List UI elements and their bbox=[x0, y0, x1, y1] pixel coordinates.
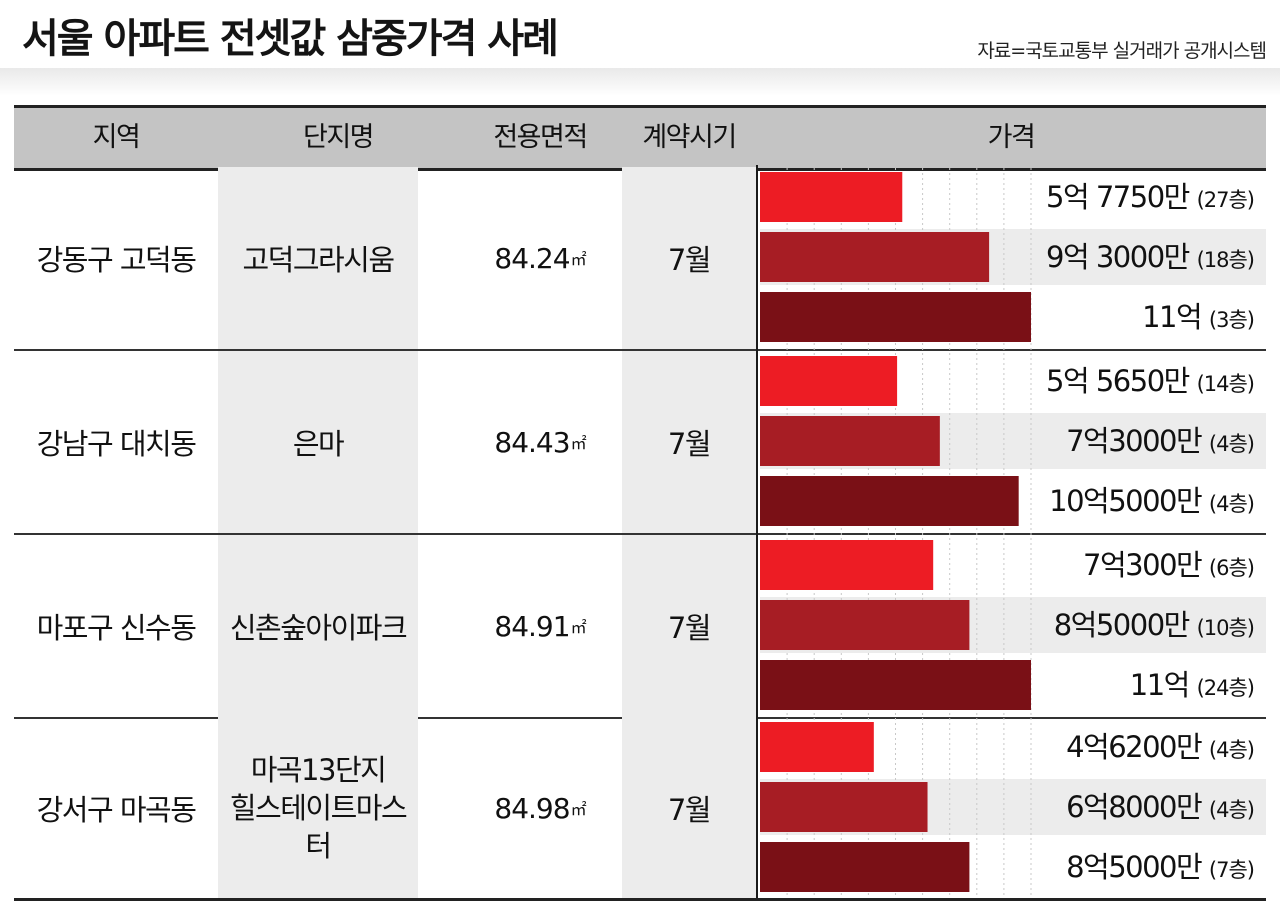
price-label: 5억 7750만 (27층) bbox=[1046, 180, 1254, 214]
price-bar bbox=[760, 842, 970, 892]
price-bar bbox=[760, 416, 940, 466]
complex-cell: 고덕그라시움 bbox=[218, 167, 418, 349]
region-cell: 강동구 고덕동 bbox=[36, 243, 197, 277]
title-band bbox=[0, 68, 1280, 96]
price-label: 4억6200만 (4층) bbox=[1066, 730, 1254, 764]
price-label: 8억5000만 (7층) bbox=[1066, 850, 1254, 884]
price-label: 10억5000만 (4층) bbox=[1049, 484, 1254, 518]
price-column-divider bbox=[756, 165, 758, 900]
price-bar bbox=[760, 782, 928, 832]
area-cell: 84.91 ㎡ bbox=[458, 535, 622, 717]
region-cell: 마포구 신수동 bbox=[36, 611, 197, 645]
price-label: 5억 5650만 (14층) bbox=[1046, 364, 1254, 398]
period-cell: 7월 bbox=[622, 167, 756, 349]
price-label: 6억8000만 (4층) bbox=[1066, 790, 1254, 824]
complex-name: 은마 bbox=[292, 427, 345, 461]
area-unit: ㎡ bbox=[570, 434, 587, 453]
complex-cell: 마곡13단지 힐스테이트마스터 bbox=[218, 717, 418, 899]
header-complex: 단지명 bbox=[302, 122, 375, 153]
area-unit: ㎡ bbox=[570, 800, 587, 819]
chart-title: 서울 아파트 전셋값 삼중가격 사례 bbox=[22, 16, 559, 62]
row-divider bbox=[14, 349, 1266, 351]
area-cell: 84.43 ㎡ bbox=[458, 351, 622, 533]
price-label: 7억300만 (6층) bbox=[1083, 548, 1254, 582]
header-region: 지역 bbox=[92, 122, 141, 153]
price-label: 9억 3000만 (18층) bbox=[1046, 240, 1254, 274]
table-row: 강남구 대치동 은마 84.43 ㎡ 7월 bbox=[14, 351, 1266, 535]
area-cell: 84.98 ㎡ bbox=[458, 717, 622, 899]
header-period: 계약시기 bbox=[642, 122, 737, 153]
table-row: 강서구 마곡동 마곡13단지 힐스테이트마스터 84.98 ㎡ 7월 bbox=[14, 717, 1266, 899]
period-cell: 7월 bbox=[622, 351, 756, 533]
source-note: 자료=국토교통부 실거래가 공개시스템 bbox=[977, 40, 1267, 62]
price-bar bbox=[760, 660, 1031, 710]
complex-cell: 은마 bbox=[218, 351, 418, 533]
area-value: 84.98 bbox=[494, 791, 570, 825]
area-unit: ㎡ bbox=[570, 250, 587, 269]
price-bar bbox=[760, 292, 1031, 342]
price-label: 11억 (24층) bbox=[1130, 668, 1254, 702]
price-bar bbox=[760, 232, 990, 282]
region-cell: 강남구 대치동 bbox=[36, 427, 197, 461]
price-label: 11억 (3층) bbox=[1142, 300, 1254, 334]
header-price: 가격 bbox=[987, 122, 1036, 153]
complex-cell: 신촌숲아이파크 bbox=[218, 535, 418, 717]
period-cell: 7월 bbox=[622, 717, 756, 899]
complex-name: 고덕그라시움 bbox=[242, 243, 395, 277]
price-bar bbox=[760, 540, 934, 590]
area-value: 84.91 bbox=[494, 609, 570, 643]
table-row: 강동구 고덕동 고덕그라시움 84.24 ㎡ 7월 bbox=[14, 167, 1266, 351]
price-bar bbox=[760, 600, 970, 650]
complex-name: 신촌숲아이파크 bbox=[229, 611, 408, 645]
price-bar bbox=[760, 356, 898, 406]
complex-name-line-1: 마곡13단지 bbox=[250, 753, 387, 787]
period-cell: 7월 bbox=[622, 535, 756, 717]
bottom-rule bbox=[14, 898, 1266, 901]
complex-name-line-2: 힐스테이트마스터 bbox=[229, 791, 408, 863]
header-area: 전용면적 bbox=[493, 122, 588, 153]
table-row: 마포구 신수동 신촌숲아이파크 84.91 ㎡ 7월 bbox=[14, 535, 1266, 719]
price-bar bbox=[760, 172, 903, 222]
row-divider bbox=[14, 533, 1266, 535]
price-label: 7억3000만 (4층) bbox=[1066, 424, 1254, 458]
area-value: 84.24 bbox=[494, 241, 570, 275]
price-label: 8억5000만 (10층) bbox=[1054, 608, 1254, 642]
area-unit: ㎡ bbox=[570, 618, 587, 637]
price-bar bbox=[760, 476, 1019, 526]
region-cell: 강서구 마곡동 bbox=[36, 793, 197, 827]
area-value: 84.43 bbox=[494, 425, 570, 459]
area-cell: 84.24 ㎡ bbox=[458, 167, 622, 349]
price-bar bbox=[760, 722, 874, 772]
